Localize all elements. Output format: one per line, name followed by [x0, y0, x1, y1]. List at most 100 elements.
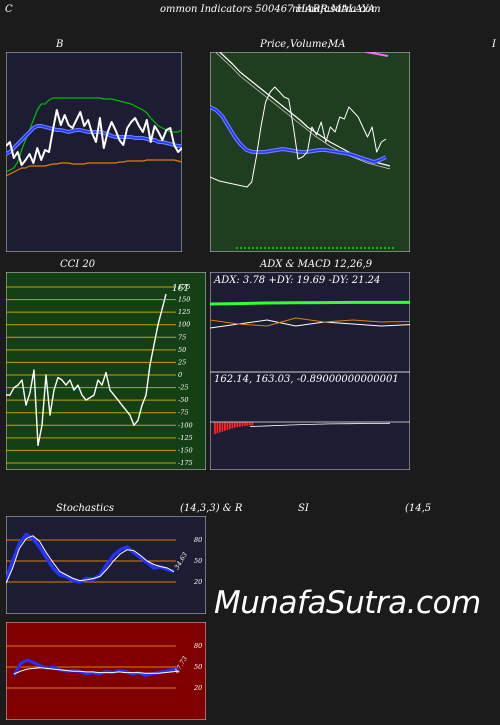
cci-line [6, 293, 167, 447]
rsi-title: SI [298, 503, 309, 514]
stoch-tick-label: 20 [193, 578, 202, 586]
cci-tick-label: -75 [178, 409, 188, 417]
cci-tick-label: -25 [178, 384, 188, 392]
rsi-tick-label: 80 [194, 642, 202, 650]
volume-bar [356, 247, 358, 249]
macd-histogram-bar [246, 422, 249, 426]
adx-readout: ADX: 3.78 +DY: 19.69 -DY: 21.24 [214, 275, 381, 286]
stoch-params: (14,3,3) & R [180, 503, 243, 514]
price-title: Price, [260, 39, 290, 50]
cci-panel: 175 150 125 100 75 50 25 0 -25 -50 -75 -100 -125 -150… [6, 272, 206, 470]
rsi-tick-label: 20 [193, 684, 202, 692]
macd-readout: 162.14, 163.03, -0.89000000000001 [214, 374, 399, 385]
price-ma-blue [210, 106, 387, 163]
volume-bar [288, 247, 290, 249]
rsi-line [12, 658, 179, 677]
macd-histogram-bar [221, 422, 224, 432]
adx-minus-dy [210, 317, 410, 327]
volume-bar [368, 247, 370, 249]
macd-line [249, 422, 391, 427]
bollinger-middle-band [6, 125, 182, 155]
volume-bar [292, 247, 294, 249]
volume-bar [316, 247, 318, 249]
volume-bar [280, 247, 282, 249]
volume-bar [340, 247, 342, 249]
volume-bar [264, 247, 266, 249]
cci-tick-label: -100 [178, 421, 193, 429]
adx-title: ADX & MACD 12,26,9 [260, 259, 373, 270]
price-ma-label: MA [328, 39, 346, 50]
stoch-tick-label: 50 [194, 557, 202, 565]
bollinger-close-line [6, 109, 182, 166]
volume-bar [308, 247, 310, 249]
bollinger-title: B [56, 39, 64, 50]
macd-histogram-bar [216, 422, 219, 434]
cci-tick-label: 150 [178, 296, 190, 304]
volume-bar [320, 247, 322, 249]
adx-panel [210, 272, 410, 470]
macd-histogram-bar [219, 422, 221, 433]
volume-bar [296, 247, 298, 249]
volume-bar [364, 247, 366, 249]
volume-bar [248, 247, 250, 249]
macd-histogram-bar [234, 422, 236, 428]
macd-histogram-bar [214, 422, 216, 434]
volume-bar [312, 247, 314, 249]
cci-tick-label: 175 [178, 283, 190, 291]
price-ma-long-2 [215, 52, 391, 170]
adx-plus-dy [210, 319, 410, 329]
volume-bar [252, 247, 254, 249]
volume-bar [324, 247, 326, 249]
cci-tick-label: 0 [178, 371, 182, 379]
price-volume-label: Volume, [290, 39, 331, 50]
bollinger-upper-band [6, 97, 182, 173]
volume-bar [344, 247, 346, 249]
volume-bar [384, 247, 386, 249]
volume-bar [332, 247, 334, 249]
price-trend-line [360, 52, 389, 57]
rsi-panel: 80 50 20 47.73 [6, 622, 206, 720]
macd-histogram-bar [251, 422, 254, 426]
header-left-letter: C [5, 4, 13, 15]
bollinger-background [6, 52, 182, 252]
cci-value-label: 161 [172, 284, 190, 294]
volume-bar [272, 247, 274, 249]
macd-histogram-bar [231, 422, 234, 429]
macd-histogram-bar [249, 422, 251, 426]
volume-bar [300, 247, 302, 249]
bollinger-panel [6, 52, 182, 252]
price-panel [210, 52, 410, 252]
macd-histogram-bar [229, 422, 231, 430]
volume-bar [268, 247, 270, 249]
volume-bar [236, 247, 238, 249]
volume-bar [328, 247, 330, 249]
volume-bar [260, 247, 262, 249]
stoch-d-line [6, 535, 175, 584]
volume-bar [352, 247, 354, 249]
volume-bar [360, 247, 362, 249]
volume-bar [240, 247, 242, 249]
macd-histogram-bar [224, 422, 226, 431]
rsi-params: (14,5 [405, 503, 432, 514]
volume-bar [372, 247, 374, 249]
cci-title: CCI 20 [60, 259, 96, 270]
adx-line [210, 300, 410, 306]
cci-tick-label: -175 [178, 459, 193, 467]
volume-bar [284, 247, 286, 249]
cci-tick-label: 25 [177, 358, 186, 366]
macd-histogram-bar [244, 422, 246, 426]
stoch-tick-label: 80 [194, 536, 202, 544]
cci-background [6, 272, 206, 470]
volume-bar [348, 247, 350, 249]
stoch-title: Stochastics [56, 503, 114, 514]
volume-bar [304, 247, 306, 249]
volume-bar [388, 247, 390, 249]
header-title: ommon Indicators 500467 HARR.MALAYA [160, 4, 375, 15]
cci-tick-label: 75 [178, 333, 186, 341]
cci-tick-label: -150 [178, 446, 193, 454]
rsi-ma-line [13, 667, 179, 675]
volume-bar [392, 247, 394, 249]
volume-bar [256, 247, 258, 249]
rsi-tick-label: 50 [194, 663, 202, 671]
volume-bar [380, 247, 382, 249]
